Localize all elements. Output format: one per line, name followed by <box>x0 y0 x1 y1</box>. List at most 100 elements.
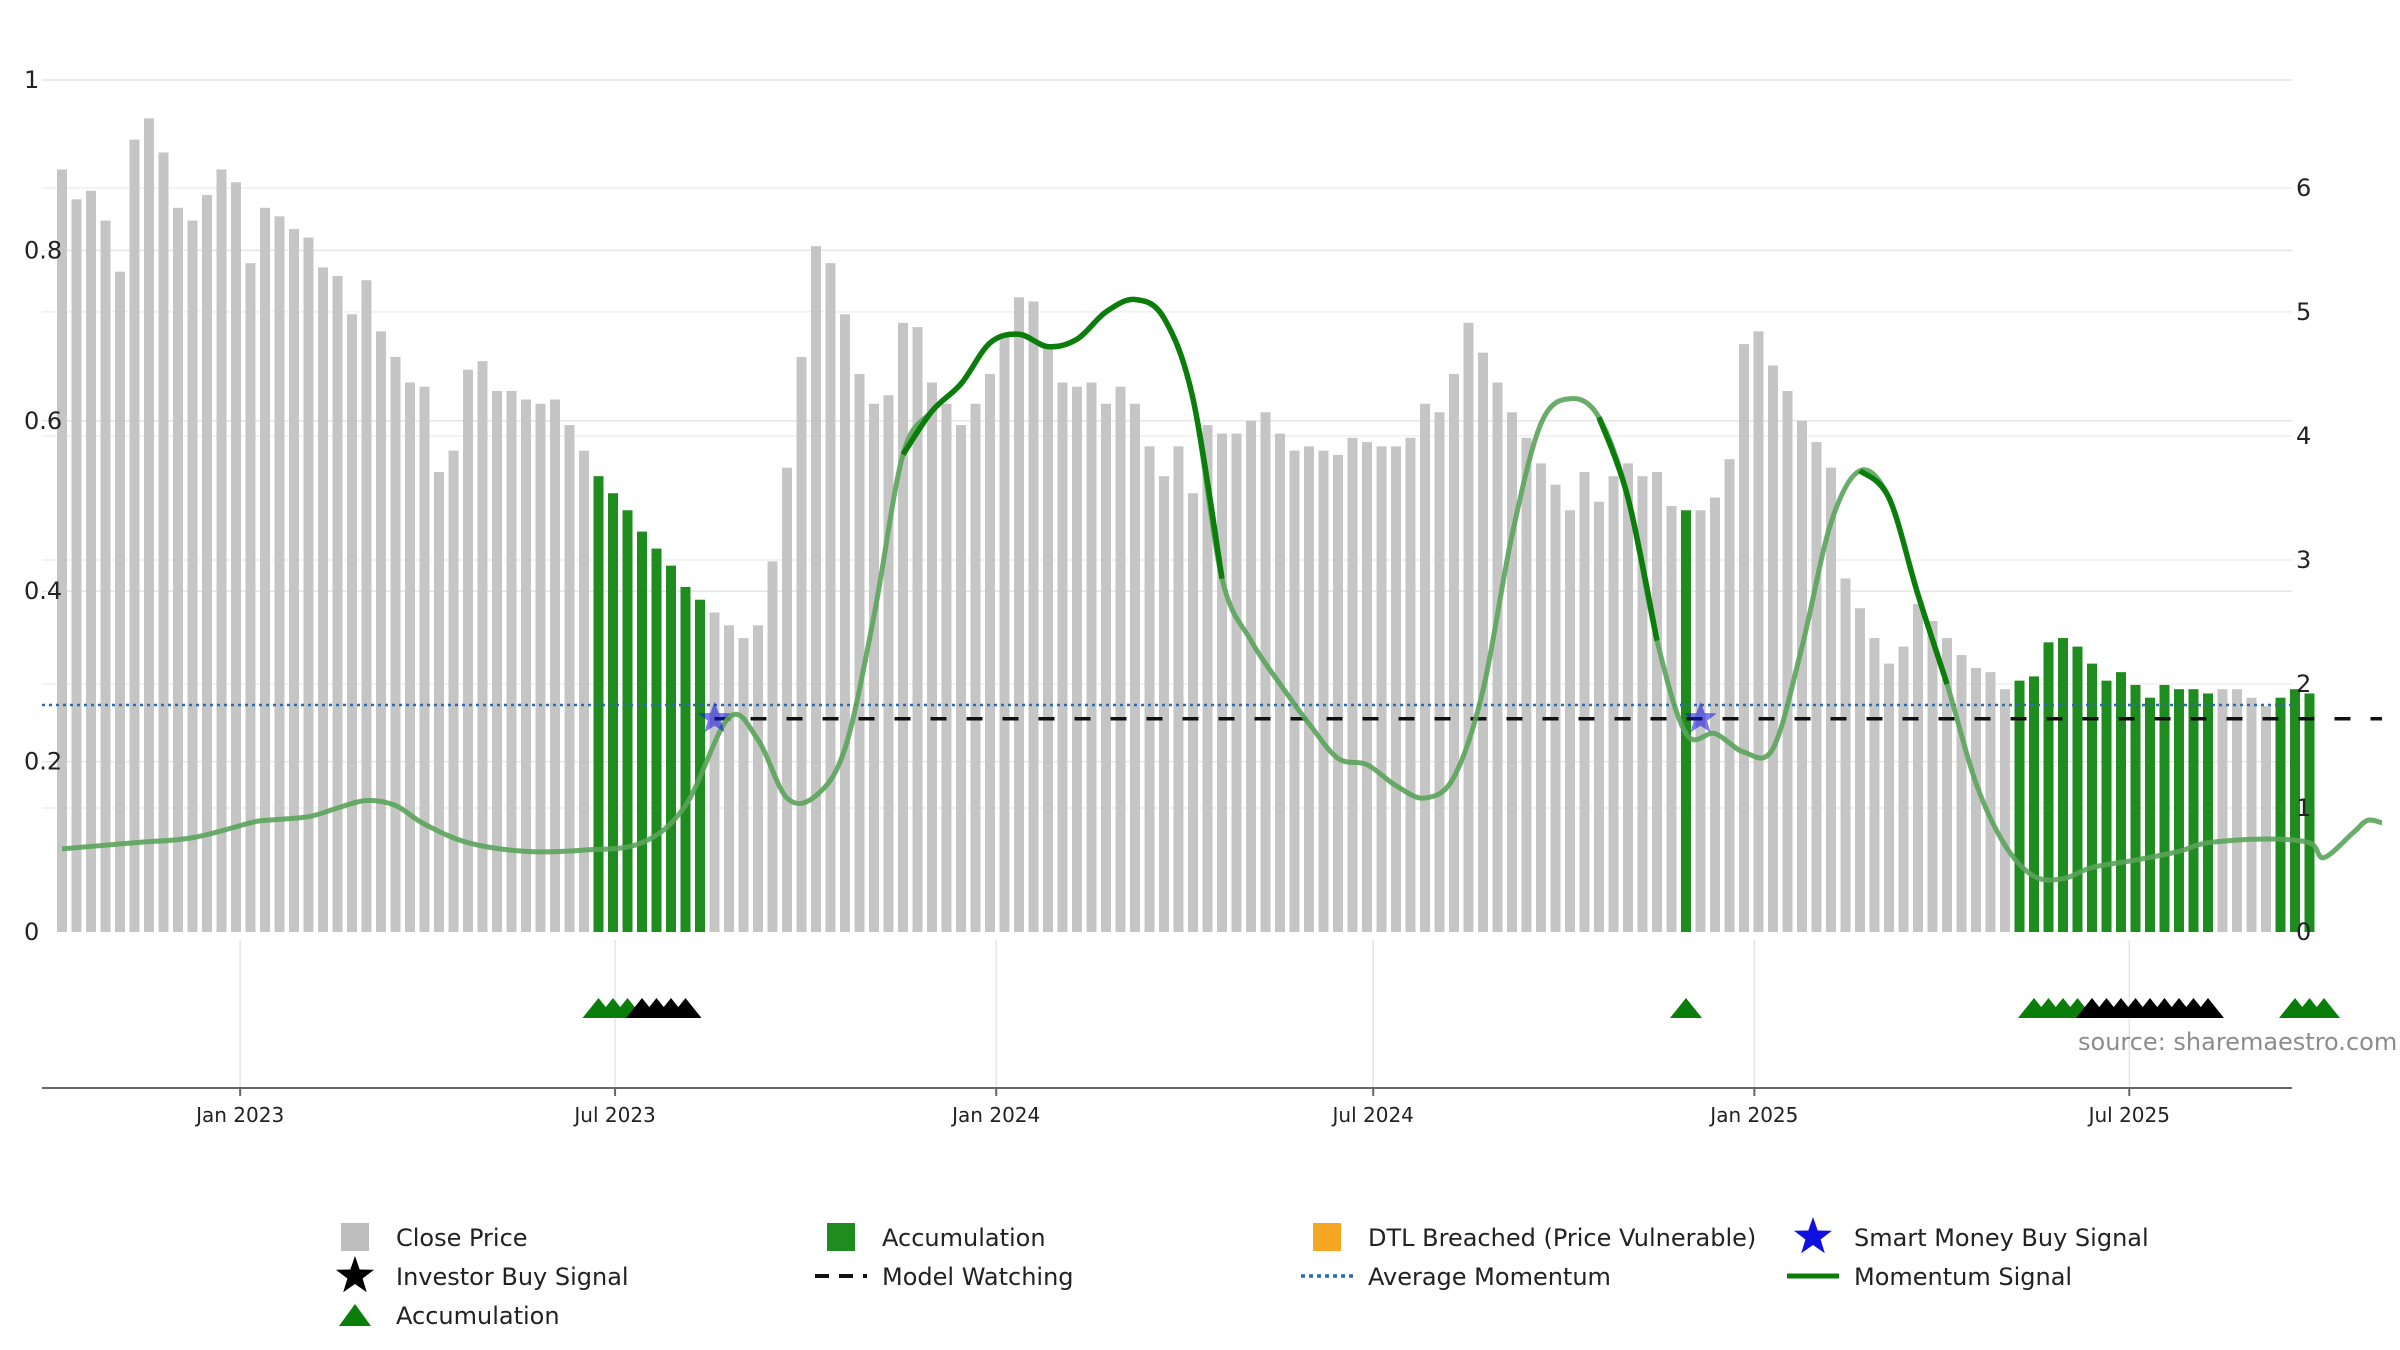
legend-item-smart_money: Smart Money Buy Signal <box>1794 1217 2149 1254</box>
left-axis-tick-label: 0.8 <box>24 236 62 264</box>
close-price-bar <box>840 314 850 932</box>
close-price-bar <box>941 403 952 932</box>
legend-label: Average Momentum <box>1368 1263 1611 1291</box>
close-price-bar <box>579 450 589 932</box>
investor-buy-marker <box>669 998 702 1018</box>
close-price-bar <box>1579 471 1590 932</box>
legend-label: Investor Buy Signal <box>396 1263 629 1291</box>
x-axis-tick-label: Jul 2025 <box>2087 1103 2170 1127</box>
close-price-bar <box>1507 412 1517 932</box>
close-price-bar <box>1913 603 1923 932</box>
accumulation-bar <box>2174 689 2184 932</box>
close-price-bar <box>1449 373 1459 932</box>
close-price-bar <box>1057 382 1068 933</box>
close-price-bar <box>1898 646 1909 932</box>
close-price-bar <box>506 390 517 933</box>
momentum-lines <box>42 296 2383 883</box>
close-price-bar <box>1202 425 1213 932</box>
close-price-bar <box>1826 467 1836 932</box>
x-axis-tick-label: Jul 2023 <box>572 1103 655 1127</box>
close-price-bar <box>1550 484 1561 932</box>
close-price-bar <box>129 139 140 932</box>
close-price-bar <box>2000 689 2010 932</box>
accumulation-bar <box>2130 684 2141 932</box>
close-price-bar <box>448 450 459 932</box>
left-axis-tick-label: 0.2 <box>24 748 62 776</box>
close-price-bar <box>738 638 749 932</box>
close-price-bar <box>883 395 894 932</box>
close-price-bar <box>303 237 314 932</box>
legend-label: Momentum Signal <box>1854 1263 2072 1291</box>
close-price-bar <box>1594 501 1604 932</box>
close-price-bar <box>1333 454 1343 932</box>
smart_money-star-icon <box>1794 1217 1832 1254</box>
close-price-bar <box>1724 459 1735 932</box>
axes: 0 0.2 0.4 0.6 0.8 1 0 1 2 3 4 5 6 Jan 2023 Jul 2023 Jan… <box>24 66 2311 1127</box>
close-price-bar <box>1130 403 1140 932</box>
close-price-bar <box>1884 663 1894 932</box>
close-price-bar <box>869 403 879 932</box>
close-price-bar <box>1869 638 1880 932</box>
accumulation-bar <box>680 586 691 932</box>
close-price-bars <box>57 118 2315 933</box>
close-price-bar <box>2217 689 2228 932</box>
close-price-bar <box>318 267 328 932</box>
close-price-bar <box>1231 433 1242 932</box>
momentum-signal-strong-segment <box>1596 416 1660 642</box>
legend-item-investor: Investor Buy Signal <box>336 1256 629 1293</box>
investor-buy-marker <box>2192 998 2224 1018</box>
momentum-signal-line <box>61 296 2383 883</box>
close-price-bar <box>1028 301 1039 932</box>
accumulation-bar <box>2029 676 2039 932</box>
legend-label: DTL Breached (Price Vulnerable) <box>1368 1224 1756 1252</box>
accumulation-bar <box>2058 638 2068 932</box>
close-price-bar <box>1086 382 1097 933</box>
close-price-bar <box>985 373 995 932</box>
close-price-bar <box>260 207 270 933</box>
accumulation-bar <box>2087 663 2097 932</box>
legend-item-model_watching: Model Watching <box>815 1263 1074 1291</box>
close_price-legend-icon <box>341 1223 369 1251</box>
smart-money-buy-star <box>1684 701 1717 733</box>
right-axis-tick-label: 6 <box>2296 174 2311 202</box>
accumulation-triangle-marker <box>1670 998 1702 1018</box>
close-price-bar <box>753 625 763 932</box>
legend: Close Price Accumulation DTL Breached (Pri… <box>336 1217 2149 1330</box>
close-price-bar <box>1956 655 1967 932</box>
close-price-bar <box>390 356 401 932</box>
accumulation_marker-triangle-icon <box>339 1304 371 1326</box>
close-price-bar <box>1289 450 1300 932</box>
close-price-bar <box>71 199 82 932</box>
close-price-bar <box>245 263 256 932</box>
right-axis-tick-label: 2 <box>2296 670 2311 698</box>
close-price-bar <box>535 403 546 932</box>
close-price-bar <box>811 246 821 932</box>
close-price-bar <box>1652 471 1662 932</box>
close-price-bar <box>2261 706 2271 932</box>
accumulation-bar <box>2275 697 2286 932</box>
close-price-bar <box>274 216 285 932</box>
right-axis-tick-label: 0 <box>2296 918 2311 946</box>
close-price-bar <box>173 207 183 933</box>
close-price-bar <box>1391 446 1401 932</box>
close-price-bar <box>1420 403 1430 932</box>
right-axis-tick-label: 5 <box>2296 298 2311 326</box>
close-price-bar <box>1608 476 1619 932</box>
close-price-bar <box>1463 322 1474 932</box>
close-price-bar <box>709 612 720 932</box>
close-price-bar <box>1115 386 1126 933</box>
close-price-bar <box>782 467 792 932</box>
close-price-bar <box>216 169 227 932</box>
close-price-bar <box>158 152 169 933</box>
close-price-bar <box>956 425 966 932</box>
close-price-bar <box>361 280 372 933</box>
momentum-signal-strong-segment <box>900 296 1225 579</box>
right-axis-tick-label: 1 <box>2296 794 2311 822</box>
legend-item-accumulation_marker: Accumulation <box>339 1302 560 1330</box>
close-price-bar <box>1478 352 1488 932</box>
close-price-bar <box>86 190 96 932</box>
close-price-bar <box>1173 446 1184 932</box>
accumulation-bar <box>608 493 618 932</box>
legend-label: Smart Money Buy Signal <box>1854 1224 2149 1252</box>
